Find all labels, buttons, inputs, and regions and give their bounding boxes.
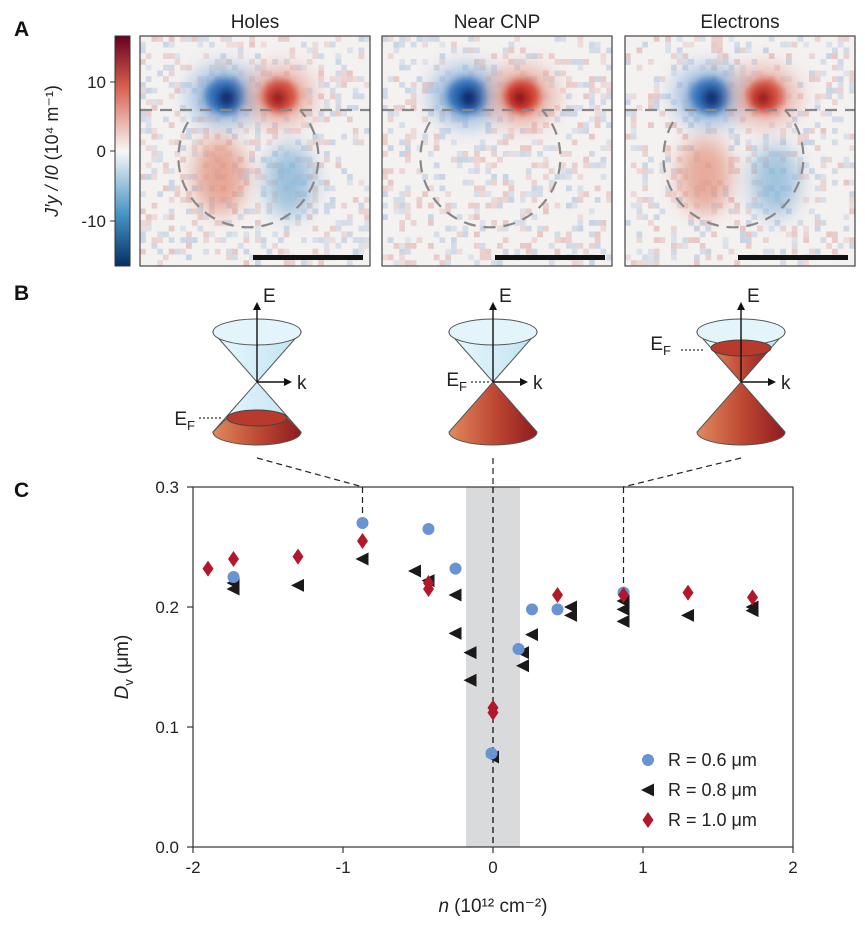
data-point <box>616 602 630 616</box>
x-tick-label: 2 <box>788 858 797 877</box>
x-axis-label: n (10¹² cm⁻²) <box>439 896 548 917</box>
cbar-tick-10: 10 <box>87 73 106 92</box>
legend-label: R = 0.6 μm <box>668 750 757 770</box>
data-point <box>745 604 759 618</box>
scale-bar <box>738 255 848 260</box>
scale-bar <box>495 255 605 260</box>
data-point <box>408 564 421 578</box>
data-point <box>564 600 577 614</box>
series-diamond <box>202 533 758 721</box>
colorbar: 10 0 -10 J′y / I0 (10⁴ m⁻¹) <box>42 35 131 267</box>
colorbar-label: J′y / I0 (10⁴ m⁻¹) <box>42 85 62 218</box>
data-point <box>357 533 368 549</box>
data-point <box>681 608 694 622</box>
data-point <box>227 571 240 583</box>
cbar-tick-neg10: -10 <box>81 212 106 231</box>
dv-vs-n-chart: -2 -1 0 1 2 0.0 0.1 0.2 0.3 n (10¹² cm⁻²) Dv(μm) R =… <box>112 478 798 917</box>
colorbar-label-main: J′y / I0 <box>42 165 62 217</box>
data-point <box>512 643 525 655</box>
panel-c-label: C <box>14 479 29 502</box>
data-point <box>449 562 462 575</box>
legend-label: R = 0.8 μm <box>668 780 757 800</box>
k-axis-label: k <box>297 373 307 394</box>
data-point <box>202 560 214 577</box>
k-axis-label: k <box>781 373 791 394</box>
data-point <box>448 588 462 602</box>
cone-holes: EF Ek <box>174 286 307 446</box>
k-axis-label: k <box>533 373 543 394</box>
y-tick-label: 0.0 <box>155 838 179 857</box>
legend-marker <box>641 783 654 797</box>
data-point <box>226 582 240 596</box>
cone-electrons: EF Ek <box>650 286 791 446</box>
series-circle <box>227 517 630 760</box>
legend: R = 0.6 μm R = 0.8 μm R = 1.0 μm <box>641 750 757 830</box>
data-point <box>448 626 462 640</box>
y-tick-label: 0.1 <box>155 718 179 737</box>
data-point <box>616 614 630 628</box>
e-axis-label: E <box>499 286 512 307</box>
data-point <box>228 551 239 567</box>
ef-label: EF <box>650 334 671 358</box>
data-point <box>525 628 538 642</box>
cone-cnp: EF Ek <box>446 286 543 446</box>
x-tick-label: -2 <box>185 858 200 877</box>
y-tick-label: 0.3 <box>155 478 179 497</box>
e-axis-label: E <box>263 286 276 307</box>
colorbar-label-unit: (10⁴ m⁻¹) <box>42 85 62 160</box>
cbar-tick-0: 0 <box>97 142 106 161</box>
data-point <box>516 659 529 673</box>
map-title: Near CNP <box>454 12 541 33</box>
data-point <box>551 603 564 616</box>
data-point <box>423 581 434 597</box>
data-point <box>463 673 477 687</box>
legend-label: R = 1.0 μm <box>668 810 757 830</box>
data-point <box>422 523 435 535</box>
connector-1 <box>256 457 364 488</box>
data-point <box>564 608 577 622</box>
data-point <box>682 584 694 601</box>
data-point <box>355 552 369 566</box>
x-tick-label: 0 <box>488 858 497 877</box>
x-tick-label: 1 <box>638 858 647 877</box>
map-1: Holes <box>139 12 371 267</box>
data-point <box>618 587 629 603</box>
data-point <box>356 517 369 529</box>
scale-bar <box>253 255 363 260</box>
y-axis-label: Dv(μm) <box>112 635 136 700</box>
current-density-maps: Holes Near CNP Electrons <box>139 12 856 267</box>
data-point <box>485 747 498 760</box>
legend-marker <box>642 812 654 828</box>
panel-b-label: B <box>14 282 29 305</box>
panel-a-label: A <box>14 18 29 41</box>
ef-label: EF <box>174 409 195 433</box>
map-3: Electrons <box>624 12 856 267</box>
legend-marker <box>642 754 654 766</box>
data-point <box>292 548 304 565</box>
data-point <box>552 587 563 603</box>
y-tick-label: 0.2 <box>155 598 179 617</box>
e-axis-label: E <box>747 286 760 307</box>
map-title: Holes <box>231 12 280 33</box>
dirac-cones: EF Ek EF Ek EF Ek <box>174 286 791 488</box>
connector-3 <box>622 457 742 488</box>
map-2: Near CNP <box>381 12 613 267</box>
data-point <box>526 603 538 616</box>
ef-label: EF <box>446 370 467 394</box>
data-point <box>487 704 499 721</box>
data-point <box>747 589 758 606</box>
x-tick-label: -1 <box>335 858 350 877</box>
data-point <box>291 578 304 592</box>
data-point <box>463 646 477 660</box>
map-title: Electrons <box>700 12 779 33</box>
